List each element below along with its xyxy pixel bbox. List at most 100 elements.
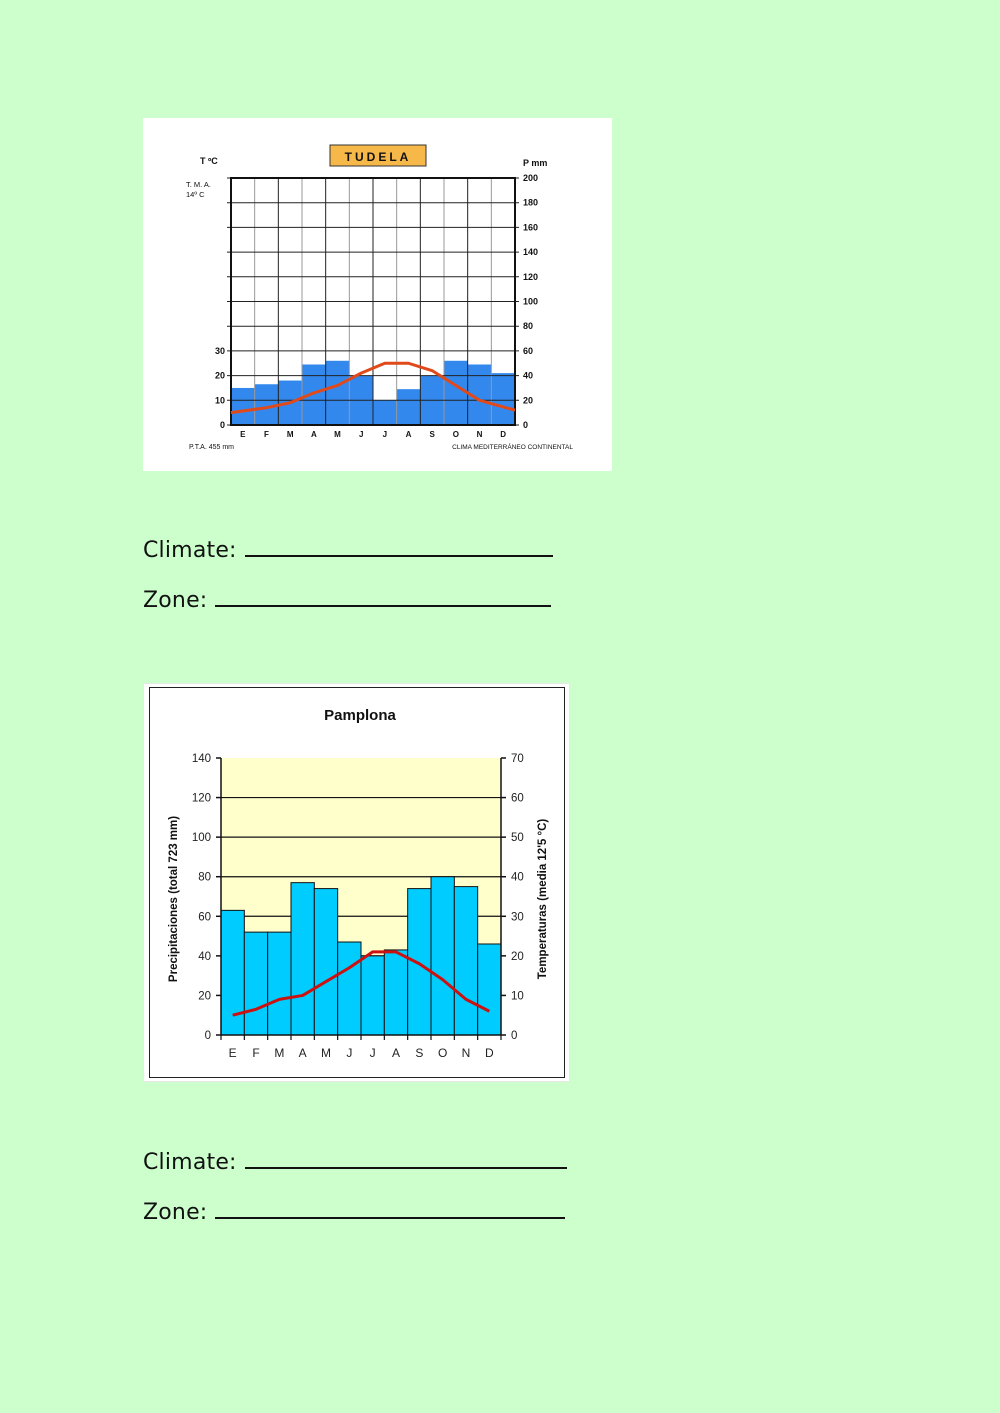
temperature-line: [232, 950, 491, 1017]
tudela-left-axis-label: T ºC: [200, 156, 218, 166]
precip-bar: [430, 876, 455, 1036]
zone-answer-line[interactable]: [215, 591, 552, 607]
tudela-title-box: [329, 144, 427, 167]
left-tick-label: 80: [198, 872, 211, 884]
left-tick-label: 120: [192, 793, 211, 805]
left-tick-label: 40: [198, 951, 211, 963]
right-tick-label: 120: [523, 272, 538, 282]
precip-bar: [453, 886, 479, 1036]
month-label: O: [438, 1046, 447, 1060]
right-tick-label: 60: [511, 793, 524, 805]
right-tick-label: 180: [523, 198, 538, 208]
pamplona-chart-frame: Pamplona 0 20 40 60 80 100 120 140 0 10 20 30 40 50 60…: [149, 687, 565, 1078]
tma-value: 14º C: [186, 190, 205, 199]
tudela-title: TUDELA: [345, 150, 412, 164]
left-tick-label: 60: [198, 911, 211, 923]
month-label: E: [240, 430, 246, 439]
right-tick-label: 10: [511, 990, 524, 1002]
pamplona-left-axis-label: Precipitaciones (total 723 mm): [168, 816, 180, 982]
climate-answer-line[interactable]: [244, 541, 553, 557]
precip-bar: [383, 949, 409, 1036]
right-tick-label: 160: [523, 222, 538, 232]
month-label: J: [370, 1046, 376, 1060]
zone-label: Zone:: [143, 588, 208, 613]
month-label: M: [287, 430, 294, 439]
precip-bar: [231, 387, 255, 425]
pamplona-climograph: Pamplona 0 20 40 60 80 100 120 140 0 10 20 30 40 50 60…: [143, 683, 570, 1082]
month-label: F: [252, 1046, 259, 1060]
right-tick-label: 50: [511, 832, 524, 844]
left-tick-label: 140: [192, 753, 211, 765]
month-label: D: [485, 1046, 494, 1060]
precip-bar: [477, 943, 502, 1036]
temperature-line: [230, 361, 516, 415]
climate-annotation: CLIMA MEDITERRÁNEO CONTINENTAL: [452, 442, 573, 451]
right-tick-label: 100: [523, 297, 538, 307]
right-tick-label: 20: [523, 395, 533, 405]
left-tick-label: 10: [215, 395, 225, 405]
left-tick-label: 0: [220, 420, 225, 430]
tudela-axes: 0 20 40 60 80 100 120 140 160 180 200 0 10 20 30 E F M A M J…: [215, 173, 538, 439]
month-label: A: [311, 430, 317, 439]
plot-border: [230, 177, 516, 426]
month-label: N: [462, 1046, 471, 1060]
precip-bar: [337, 941, 362, 1036]
precip-bar: [444, 360, 468, 425]
month-label: O: [453, 430, 459, 439]
month-label: M: [334, 430, 341, 439]
zone-answer-line[interactable]: [215, 1203, 566, 1219]
climate-question-1: Climate:: [143, 538, 553, 563]
precip-bar: [467, 364, 492, 425]
month-label: S: [429, 430, 435, 439]
right-tick-label: 70: [511, 753, 524, 765]
pta-annotation: P.T.A. 455 mm: [189, 444, 234, 451]
zone-label: Zone:: [143, 1200, 208, 1225]
climate-answer-line[interactable]: [244, 1153, 567, 1169]
precip-bar: [396, 389, 421, 425]
month-label: J: [383, 430, 387, 439]
tudela-climograph: TUDELA T ºC P mm T. M. A. 14º C 0 20 40 60 8…: [143, 118, 612, 471]
right-tick-label: 60: [523, 346, 533, 356]
zone-question-1: Zone:: [143, 588, 552, 613]
left-tick-label: 30: [215, 346, 225, 356]
precip-bar: [290, 882, 315, 1036]
precip-bar: [302, 364, 326, 425]
right-tick-label: 0: [511, 1030, 517, 1042]
month-label: A: [299, 1046, 307, 1060]
zone-question-2: Zone:: [143, 1200, 566, 1225]
month-label: M: [321, 1046, 331, 1060]
climate-label: Climate:: [143, 1150, 237, 1175]
precip-bar: [491, 373, 515, 425]
right-tick-label: 20: [511, 951, 524, 963]
month-label: S: [415, 1046, 423, 1060]
tudela-right-axis-label: P mm: [523, 158, 547, 168]
right-tick-label: 30: [511, 911, 524, 923]
left-tick-label: 20: [198, 990, 211, 1002]
month-label: J: [359, 430, 363, 439]
month-label: N: [477, 430, 483, 439]
precip-bar: [254, 384, 279, 425]
precip-bar: [243, 931, 269, 1036]
tudela-plot-area: [227, 177, 519, 426]
precip-bar: [360, 955, 385, 1036]
tma-label: T. M. A.: [186, 180, 211, 189]
right-tick-label: 140: [523, 247, 538, 257]
precip-bar: [373, 400, 397, 425]
right-tick-label: 40: [523, 371, 533, 381]
right-tick-label: 80: [523, 321, 533, 331]
precip-bar: [267, 931, 292, 1036]
climate-question-2: Climate:: [143, 1150, 567, 1175]
left-tick-label: 100: [192, 832, 211, 844]
tudela-chart-svg: TUDELA T ºC P mm T. M. A. 14º C 0 20 40 60 8…: [186, 144, 573, 451]
month-label: J: [346, 1046, 352, 1060]
month-label: E: [229, 1046, 237, 1060]
left-tick-label: 20: [215, 371, 225, 381]
right-tick-label: 200: [523, 173, 538, 183]
right-tick-label: 40: [511, 872, 524, 884]
precip-bar: [407, 888, 432, 1036]
month-label: F: [264, 430, 269, 439]
precip-bar: [325, 360, 350, 425]
precip-bar: [220, 909, 245, 1036]
precip-bar: [313, 888, 339, 1036]
